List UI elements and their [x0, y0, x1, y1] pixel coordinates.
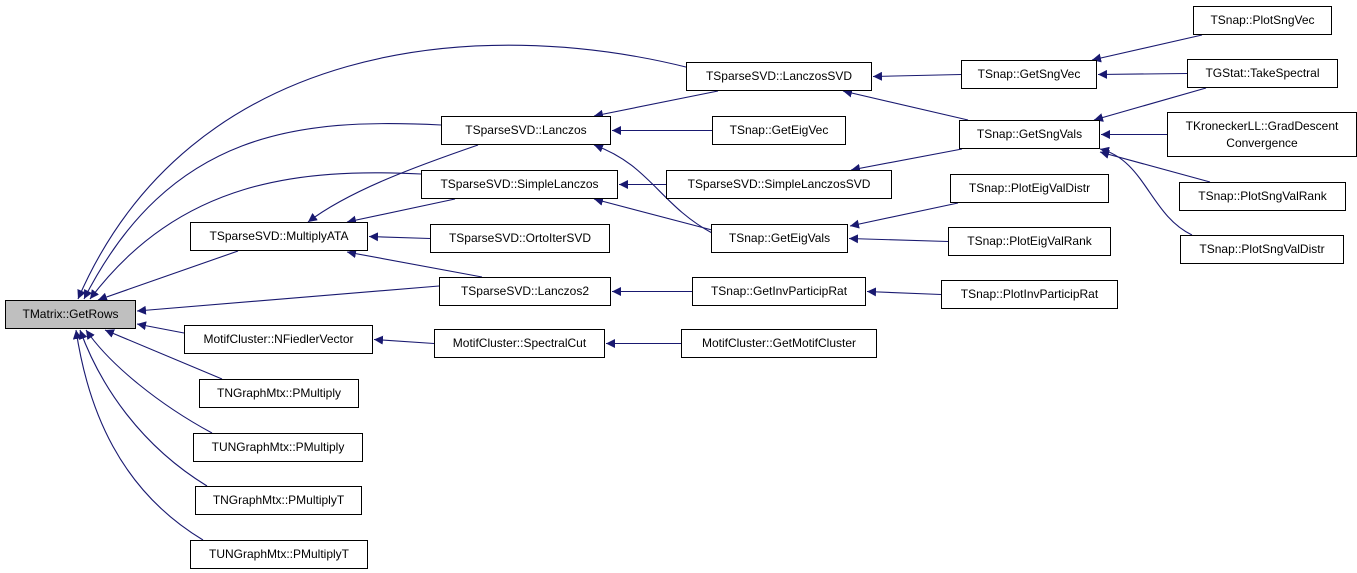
node-label: TGStat::TakeSpectral	[1205, 66, 1320, 80]
node-PlotSngValDistr[interactable]: TSnap::PlotSngValDistr	[1180, 235, 1344, 264]
edge-LanczosSVD-to-GetRows	[77, 44, 691, 300]
node-TNPMultiply[interactable]: TNGraphMtx::PMultiply	[199, 379, 359, 408]
edge-SpectralCut-to-NFiedlerVector	[373, 335, 435, 345]
node-label: TSnap::PlotSngValDistr	[1199, 242, 1325, 256]
edge-TNPMultiplyT-to-GetRows	[78, 329, 208, 487]
node-label: TSparseSVD::LanczosSVD	[705, 69, 853, 83]
node-label: TSnap::PlotInvParticipRat	[960, 287, 1099, 301]
node-label: TMatrix::GetRows	[22, 307, 119, 321]
edge-TakeSpectral-to-GetSngVals	[1093, 87, 1207, 122]
edge-Lanczos2-to-MultiplyATA	[346, 249, 483, 278]
edge-GetSngVals-to-LanczosSVD	[842, 88, 969, 121]
node-label: TNGraphMtx::PMultiplyT	[212, 493, 345, 507]
node-SimpleLanczos[interactable]: TSparseSVD::SimpleLanczos	[421, 170, 618, 199]
edge-GetSngVals-to-SimpleLanczosSVD	[850, 148, 963, 173]
node-label: TSparseSVD::OrtoIterSVD	[448, 231, 592, 245]
node-GetEigVals[interactable]: TSnap::GetEigVals	[711, 224, 848, 253]
node-OrtoIterSVD[interactable]: TSparseSVD::OrtoIterSVD	[430, 224, 610, 253]
node-label: MotifCluster::SpectralCut	[452, 336, 587, 350]
node-label: TSparseSVD::SimpleLanczosSVD	[687, 177, 871, 191]
node-label: TSnap::GetSngVec	[977, 67, 1081, 81]
node-GetInvParticipRat[interactable]: TSnap::GetInvParticipRat	[692, 277, 866, 306]
node-label: MotifCluster::GetMotifCluster	[701, 336, 857, 350]
edge-PlotEigValDistr-to-GetEigVals	[849, 202, 959, 229]
node-NFiedlerVector[interactable]: MotifCluster::NFiedlerVector	[184, 325, 373, 354]
node-label: MotifCluster::NFiedlerVector	[203, 332, 354, 346]
edge-Lanczos-to-MultiplyATA	[307, 144, 479, 223]
edge-NFiedlerVector-to-GetRows	[136, 321, 185, 334]
node-GetEigVec[interactable]: TSnap::GetEigVec	[712, 116, 846, 145]
node-PlotEigValDistr[interactable]: TSnap::PlotEigValDistr	[950, 174, 1109, 203]
node-label: TSnap::GetSngVals	[976, 127, 1083, 141]
node-PlotSngValRank[interactable]: TSnap::PlotSngValRank	[1179, 182, 1346, 211]
edge-TUNPMultiplyT-to-GetRows	[72, 329, 204, 541]
node-TUNPMultiply[interactable]: TUNGraphMtx::PMultiply	[193, 433, 363, 462]
edge-TNPMultiply-to-GetRows	[104, 329, 223, 380]
node-label: TUNGraphMtx::PMultiply	[211, 440, 345, 454]
node-LanczosSVD[interactable]: TSparseSVD::LanczosSVD	[686, 62, 872, 91]
node-label: TSnap::PlotSngVec	[1210, 13, 1315, 27]
node-MultiplyATA[interactable]: TSparseSVD::MultiplyATA	[190, 222, 368, 251]
node-TakeSpectral[interactable]: TGStat::TakeSpectral	[1187, 59, 1338, 88]
node-PlotSngVec[interactable]: TSnap::PlotSngVec	[1193, 6, 1332, 35]
edge-OrtoIterSVD-to-MultiplyATA	[368, 232, 431, 242]
edge-TUNPMultiply-to-GetRows	[85, 329, 213, 434]
node-TUNPMultiplyT[interactable]: TUNGraphMtx::PMultiplyT	[190, 540, 368, 569]
edge-PlotSngValDistr-to-GetSngVals	[1099, 146, 1193, 236]
node-PlotEigValRank[interactable]: TSnap::PlotEigValRank	[948, 227, 1111, 256]
node-SpectralCut[interactable]: MotifCluster::SpectralCut	[434, 329, 605, 358]
edge-GetEigVals-to-SimpleLanczos	[593, 196, 713, 231]
edge-PlotEigValRank-to-GetEigVals	[848, 234, 949, 244]
node-Lanczos[interactable]: TSparseSVD::Lanczos	[441, 116, 611, 145]
edge-TakeSpectral-to-GetSngVec	[1097, 69, 1188, 79]
edge-PlotInvParticipRat-to-GetInvParticipRat	[866, 287, 942, 297]
node-label: TSnap::GetEigVec	[729, 123, 829, 137]
node-PlotInvParticipRat[interactable]: TSnap::PlotInvParticipRat	[941, 280, 1118, 309]
node-label: TSparseSVD::Lanczos	[465, 123, 587, 137]
node-label: TSnap::GetEigVals	[728, 231, 831, 245]
node-label: TNGraphMtx::PMultiply	[216, 386, 342, 400]
edge-GetEigVals-to-Lanczos	[593, 143, 713, 234]
node-label: TSnap::GetInvParticipRat	[710, 284, 848, 298]
node-GetSngVec[interactable]: TSnap::GetSngVec	[961, 60, 1097, 89]
edge-Lanczos-to-GetRows	[83, 122, 442, 300]
node-label: TSparseSVD::SimpleLanczos	[440, 177, 599, 191]
node-label: TSnap::PlotEigValDistr	[968, 181, 1091, 195]
node-label: TKroneckerLL::GradDescent	[1185, 118, 1339, 133]
node-label: TUNGraphMtx::PMultiplyT	[208, 547, 350, 561]
node-GetRows[interactable]: TMatrix::GetRows	[5, 300, 136, 329]
edge-SimpleLanczos-to-GetRows	[89, 172, 422, 300]
node-label: TSparseSVD::MultiplyATA	[209, 229, 349, 243]
edge-PlotSngVec-to-GetSngVec	[1091, 34, 1203, 63]
node-label: TSnap::PlotEigValRank	[967, 234, 1092, 248]
edge-MultiplyATA-to-GetRows	[97, 250, 239, 302]
node-label-line2: Convergence	[1226, 135, 1298, 150]
edge-Lanczos2-to-GetRows	[136, 285, 440, 315]
node-Lanczos2[interactable]: TSparseSVD::Lanczos2	[439, 277, 611, 306]
edge-GetSngVec-to-LanczosSVD	[872, 71, 962, 81]
node-label: TSnap::PlotSngValRank	[1198, 189, 1327, 203]
node-GetSngVals[interactable]: TSnap::GetSngVals	[959, 120, 1100, 149]
edge-LanczosSVD-to-Lanczos	[593, 90, 719, 119]
node-SimpleLanczosSVD[interactable]: TSparseSVD::SimpleLanczosSVD	[666, 170, 892, 199]
edge-SimpleLanczos-to-MultiplyATA	[346, 198, 456, 225]
node-GetMotifCluster[interactable]: MotifCluster::GetMotifCluster	[681, 329, 877, 358]
node-label: TSparseSVD::Lanczos2	[460, 284, 590, 298]
node-TNPMultiplyT[interactable]: TNGraphMtx::PMultiplyT	[195, 486, 362, 515]
